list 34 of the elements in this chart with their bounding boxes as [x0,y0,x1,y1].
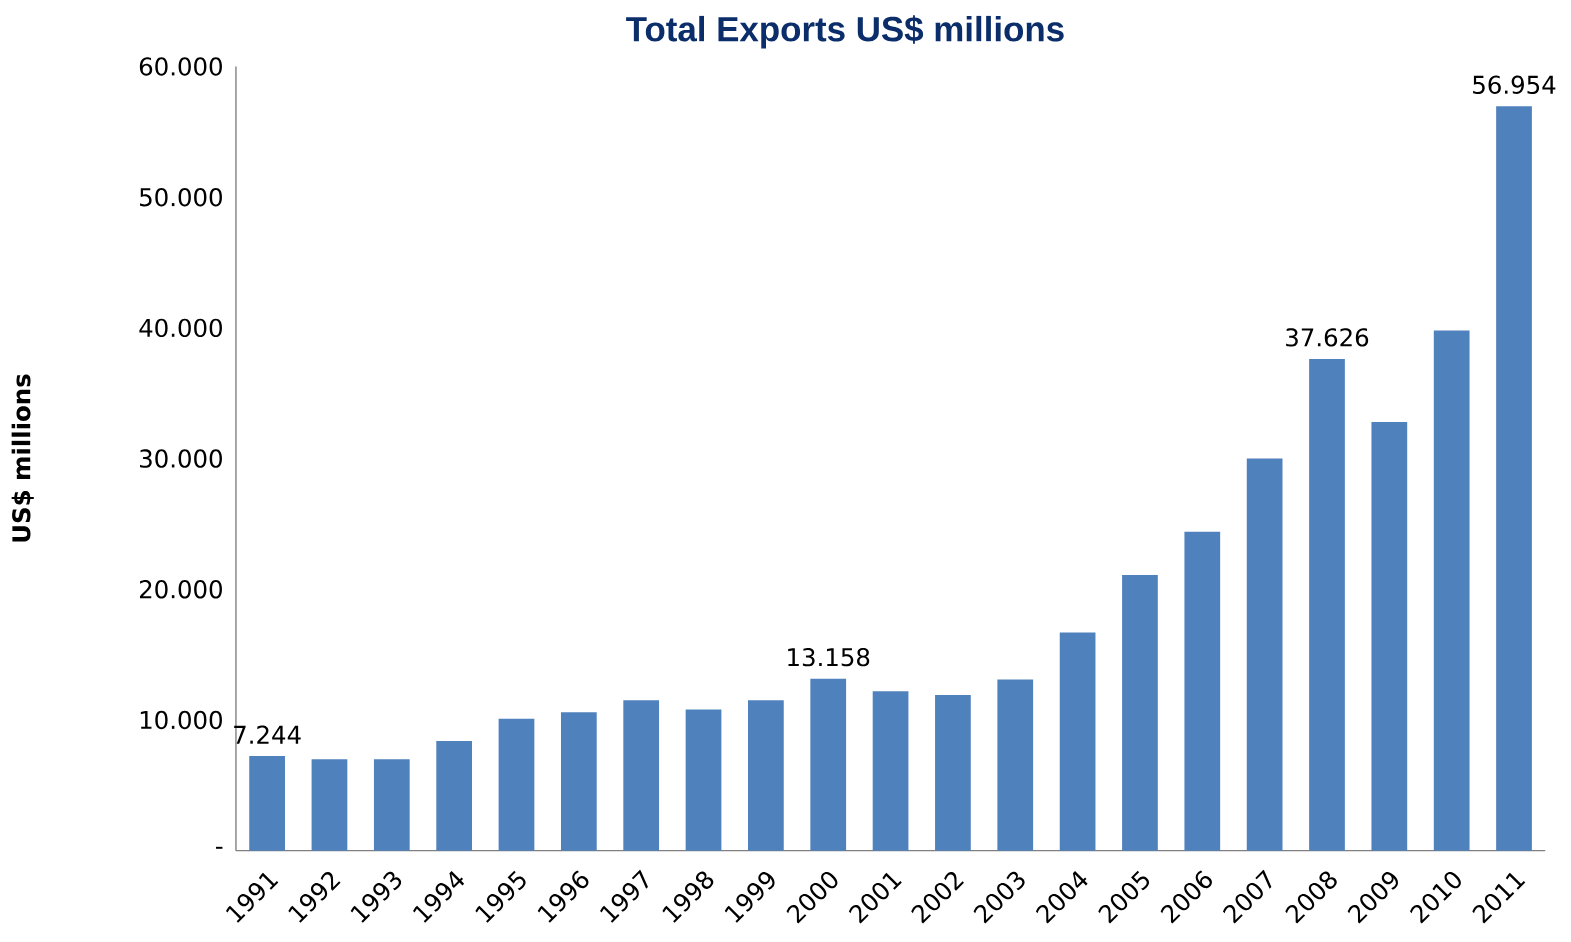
bar [623,700,660,851]
chart-title: Total Exports US$ millions [626,15,1064,49]
y-tick-label: 10.000 [140,710,222,730]
bar [1122,575,1158,851]
y-tick-label: 20.000 [139,580,222,599]
bar [249,756,285,851]
bar [436,741,473,851]
bar [685,709,722,851]
data-label: 7.244 [234,725,301,744]
y-tick-label: 50.000 [140,188,222,207]
bar [311,759,348,851]
bar [872,691,909,851]
bar [810,678,847,851]
bar [1433,330,1470,851]
y-tick-label: - [216,847,223,850]
bar [373,759,410,851]
bar [1059,632,1096,851]
y-tick-label: 30.000 [140,449,222,469]
y-tick-label: 60.000 [139,57,222,76]
y-tick-label: 40.000 [139,318,222,338]
bar [1496,106,1532,851]
bar [1309,359,1345,851]
bar [498,718,535,851]
bar [560,712,597,851]
bar [997,679,1034,851]
data-label: 56.954 [1473,75,1556,95]
bar [1246,458,1283,851]
data-label: 13.158 [788,648,870,667]
bar [748,700,784,851]
bar [1371,422,1408,851]
bar [935,695,971,851]
bar [1184,532,1221,851]
y-axis-title: US$ millions [11,374,34,542]
data-label: 37.626 [1286,328,1369,347]
